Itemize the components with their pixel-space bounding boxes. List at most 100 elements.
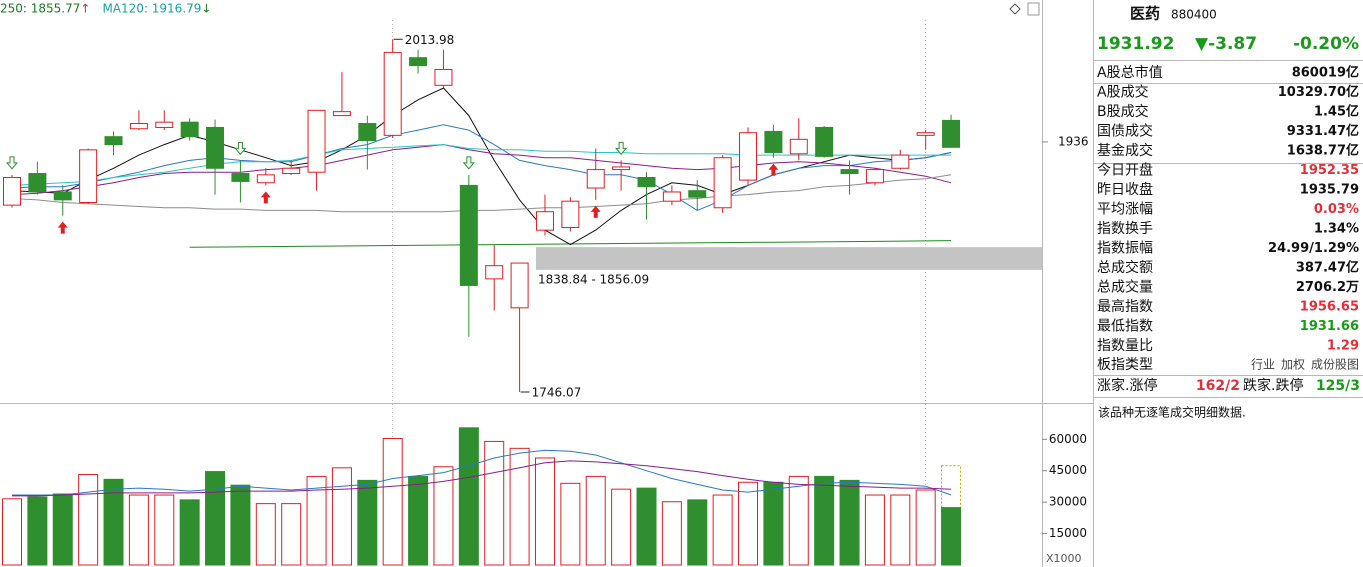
note: 该品种无逐笔成交明细数据. — [1098, 405, 1246, 420]
breadth-label: 跌家.跌停 — [1243, 377, 1303, 394]
candle-body — [129, 123, 148, 130]
row-label: 国债成交 — [1097, 123, 1153, 140]
candle-body — [104, 136, 123, 146]
candle-body — [28, 173, 47, 193]
buy-signal — [768, 163, 779, 176]
breadth-label: 涨家.涨停 — [1097, 377, 1157, 394]
candle-body — [561, 200, 580, 229]
sell-signal — [234, 141, 247, 156]
row-label: A股总市值 — [1097, 64, 1163, 81]
volume-bar — [433, 466, 454, 566]
volume-bar — [915, 489, 936, 566]
volume-bar — [839, 479, 860, 566]
change-pct: -0.20% — [1293, 34, 1359, 54]
axis-unit: X1000 — [1046, 552, 1082, 565]
row-value: 860019亿 — [1292, 65, 1359, 81]
y-tick-label: 1936 — [1058, 134, 1089, 148]
buy-signal — [57, 221, 68, 234]
volume-bar — [52, 493, 73, 566]
index-name: 医药 — [1130, 5, 1160, 23]
candle-body — [637, 176, 656, 188]
candle-body — [713, 157, 732, 209]
volume-bar — [408, 475, 429, 566]
row-value: 387.47亿 — [1296, 260, 1359, 276]
breadth-value: 162/2 — [1196, 378, 1240, 394]
row-label: 基金成交 — [1097, 142, 1153, 159]
volume-bar — [357, 479, 378, 566]
volume-bar — [661, 501, 682, 566]
price-band — [535, 247, 1042, 270]
row-value: 9331.47亿 — [1287, 123, 1359, 139]
volume-bar — [611, 488, 632, 566]
y-tick-label: 60000 — [1049, 432, 1087, 446]
volume-bar — [814, 475, 835, 566]
board-option[interactable]: 行业 — [1251, 358, 1275, 372]
candle-body — [739, 132, 758, 181]
candle-body — [916, 132, 935, 136]
candle-body — [180, 121, 199, 138]
volume-bar — [636, 487, 657, 566]
candle-body — [53, 191, 72, 201]
volume-bar — [890, 494, 911, 566]
row-label: B股成交 — [1097, 103, 1149, 120]
annotation: 1746.07 — [532, 386, 582, 400]
candle-body — [586, 169, 605, 189]
sell-signal — [462, 156, 475, 170]
ma-line — [11, 124, 952, 211]
candle-body — [840, 169, 859, 175]
volume-bar — [306, 475, 327, 566]
annotation: 2013.98 — [405, 33, 455, 47]
board-option[interactable]: 加权 — [1281, 358, 1305, 372]
volume-bar — [484, 440, 505, 566]
row-value: 2706.2万 — [1296, 280, 1359, 295]
candle-body — [332, 111, 351, 117]
row-label: 总成交额 — [1097, 259, 1153, 276]
volume-bar — [687, 499, 708, 566]
row-label: 总成交量 — [1097, 279, 1153, 296]
candle-body — [383, 51, 402, 136]
row-value: 24.99/1.29% — [1268, 241, 1359, 256]
candle-body — [231, 173, 250, 182]
candle-body — [865, 169, 884, 184]
row-label: 今日开盘 — [1097, 162, 1153, 179]
candle-body — [282, 167, 301, 175]
toggle-icon[interactable] — [1009, 3, 1021, 15]
candle-body — [434, 69, 453, 86]
sell-signal — [615, 141, 628, 156]
volume-bar — [27, 496, 48, 566]
volume-bar — [382, 437, 403, 566]
candle-body — [815, 126, 834, 157]
row-value: 1931.66 — [1300, 319, 1359, 334]
row-label: 板指类型 — [1097, 357, 1153, 373]
volume-bar — [154, 494, 175, 566]
volume-bar — [281, 503, 302, 566]
row-label: 指数振幅 — [1097, 241, 1153, 257]
candle-body — [612, 166, 631, 171]
breadth-value: 125/3 — [1316, 378, 1360, 394]
volume-bar — [788, 475, 809, 566]
board-option[interactable]: 成份股图 — [1311, 358, 1359, 372]
projected-volume — [941, 465, 962, 509]
candle-body — [3, 176, 21, 206]
index-code: 880400 — [1171, 8, 1217, 22]
candle-body — [459, 184, 478, 286]
volume-bar — [458, 427, 479, 566]
candle-body — [155, 121, 174, 128]
y-tick-label: 30000 — [1049, 495, 1087, 509]
volume-bar — [179, 499, 200, 566]
row-value: 1935.79 — [1300, 183, 1359, 198]
legend-text: MA120: 1916.79 — [102, 2, 201, 16]
volume-bar — [205, 471, 226, 566]
row-label: 平均涨幅 — [1097, 202, 1153, 218]
band-label: 1838.84 - 1856.09 — [538, 272, 649, 286]
volume-bar — [103, 478, 124, 566]
change: ▼-3.87 — [1195, 34, 1257, 54]
window-button[interactable] — [1027, 2, 1040, 16]
volume-bar — [560, 482, 581, 566]
candle-body — [79, 149, 98, 203]
ma-line — [11, 144, 952, 186]
volume-bar — [585, 475, 606, 566]
row-label: 指数量比 — [1097, 338, 1153, 354]
